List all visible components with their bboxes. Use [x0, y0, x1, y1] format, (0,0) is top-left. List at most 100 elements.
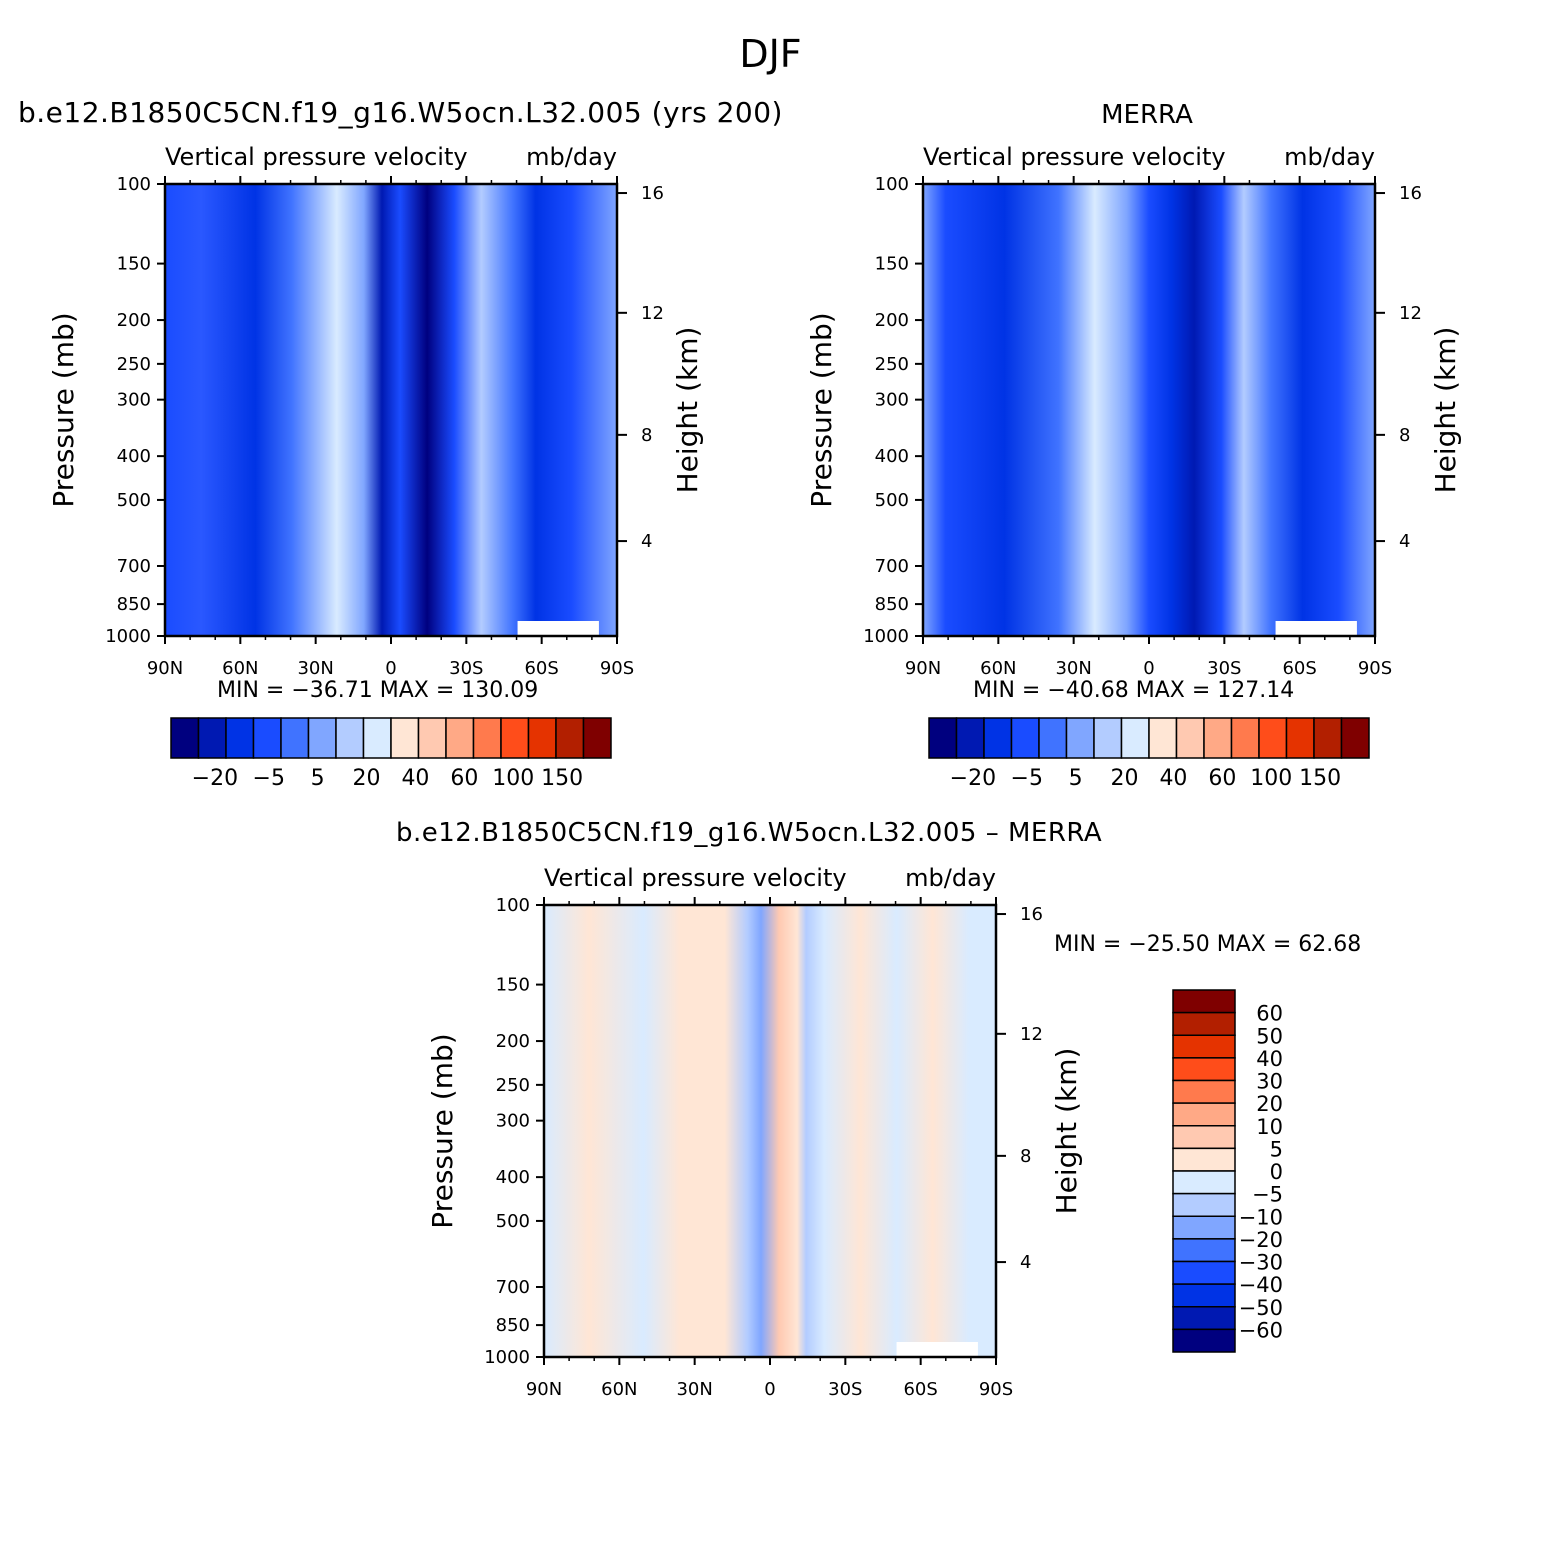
y-tick-label: 150 [875, 254, 909, 275]
y-tick-label: 200 [117, 310, 151, 331]
colorbar-box [1172, 1079, 1236, 1104]
colorbar-box [1172, 1057, 1236, 1082]
y-tick-label: 250 [875, 354, 909, 375]
x-tick-label: 30N [1055, 658, 1091, 679]
x-tick-label: 90N [905, 658, 941, 679]
y-tick-label: 200 [496, 1031, 530, 1052]
y2-axis-title: Height (km) [1050, 1048, 1083, 1215]
colorbar-box [225, 717, 255, 759]
colorbar-box [197, 717, 227, 759]
colorbar-label: 5 [1069, 766, 1083, 791]
colorbar-box [1172, 1260, 1236, 1285]
colorbar-box [1285, 717, 1315, 759]
x-tick-label: 60S [1282, 658, 1316, 679]
colorbar-box [1258, 717, 1288, 759]
colorbar-box [1172, 1034, 1236, 1059]
contour-field [923, 184, 1375, 636]
colorbar-label: −50 [1239, 1296, 1283, 1320]
y-tick-label: 500 [496, 1211, 530, 1232]
y-tick-label: 150 [117, 254, 151, 275]
x-tick-label: 0 [764, 1379, 775, 1400]
colorbar-box [1172, 1102, 1236, 1127]
y-tick-label: 400 [875, 446, 909, 467]
colorbar-label: −30 [1239, 1251, 1283, 1275]
colorbar-label: 150 [1299, 766, 1341, 791]
y-tick-label: 850 [117, 594, 151, 615]
colorbar-label: 30 [1256, 1070, 1283, 1094]
colorbar: −20 −5 5 20 40 60 100 150 [170, 717, 612, 791]
y-axis-title: Pressure (mb) [426, 1033, 459, 1228]
colorbar-box [1172, 1283, 1236, 1308]
colorbar-box [445, 717, 475, 759]
colorbar-box [1172, 1170, 1236, 1195]
x-tick-label: 30N [297, 658, 333, 679]
y-tick-label: 300 [496, 1111, 530, 1132]
colorbar-box [335, 717, 365, 759]
subtitle-variable: Vertical pressure velocity [165, 143, 468, 171]
season-title: DJF [739, 32, 802, 76]
y2-tick-label: 8 [1399, 425, 1410, 446]
y-tick-label: 400 [496, 1167, 530, 1188]
colorbar-box [1172, 1215, 1236, 1240]
colorbar-box [417, 717, 447, 759]
colorbar-box [1172, 1306, 1236, 1331]
colorbar-box [1340, 717, 1370, 759]
colorbar-label: 40 [1159, 766, 1187, 791]
min-max-stats: MIN = −36.71 MAX = 130.09 [217, 678, 538, 703]
colorbar-label: −20 [192, 766, 238, 791]
y2-tick-label: 4 [1020, 1252, 1031, 1273]
y2-tick-label: 4 [641, 531, 652, 552]
colorbar: −20 −5 5 20 40 60 100 150 [928, 717, 1370, 791]
colorbar-box [1172, 1328, 1236, 1353]
colorbar-label: 150 [541, 766, 583, 791]
y2-axis-title: Height (km) [1429, 327, 1462, 494]
y-tick-label: 100 [496, 895, 530, 916]
y2-tick-label: 16 [1020, 904, 1043, 925]
y-tick-label: 200 [875, 310, 909, 331]
x-tick-label: 60S [903, 1379, 937, 1400]
y-tick-label: 850 [875, 594, 909, 615]
colorbar-label: 40 [401, 766, 429, 791]
colorbar-label: 100 [492, 766, 534, 791]
obs-panel-title: MERRA [1101, 100, 1193, 130]
y-tick-label: 100 [117, 174, 151, 195]
colorbar-box [1172, 1238, 1236, 1263]
x-tick-label: 30S [1207, 658, 1241, 679]
missing-data-mask [1275, 621, 1357, 636]
y-tick-label: 700 [496, 1277, 530, 1298]
colorbar-box [1093, 717, 1123, 759]
x-tick-label: 90N [526, 1379, 562, 1400]
y2-tick-label: 4 [1399, 531, 1410, 552]
colorbar-label: −20 [1239, 1228, 1283, 1252]
colorbar-box [555, 717, 585, 759]
x-tick-label: 60N [980, 658, 1016, 679]
colorbar-label: 5 [311, 766, 325, 791]
panel-difference: Vertical pressure velocity mb/day 90N 60N 30… [426, 864, 1361, 1400]
colorbar-label: 10 [1256, 1115, 1283, 1139]
colorbar-label: −20 [950, 766, 996, 791]
x-tick-label: 30N [676, 1379, 712, 1400]
y2-tick-label: 8 [641, 425, 652, 446]
y-tick-label: 500 [875, 490, 909, 511]
colorbar-label: 50 [1256, 1024, 1283, 1048]
subtitle-units: mb/day [1284, 143, 1375, 171]
y2-axis-title: Height (km) [671, 327, 704, 494]
y-tick-label: 250 [117, 354, 151, 375]
panel-model: Vertical pressure velocity mb/day 90N 60N 30… [47, 143, 704, 791]
colorbar-box [1172, 1192, 1236, 1217]
x-tick-label: 0 [1143, 658, 1154, 679]
colorbar-box [1172, 989, 1236, 1014]
x-tick-label: 30S [449, 658, 483, 679]
y-tick-label: 1000 [484, 1347, 530, 1368]
y2-tick-label: 16 [641, 183, 664, 204]
colorbar-label: 20 [1256, 1092, 1283, 1116]
min-max-stats: MIN = −25.50 MAX = 62.68 [1054, 932, 1361, 957]
colorbar-box [362, 717, 392, 759]
y2-tick-label: 12 [1399, 303, 1422, 324]
colorbar-box [500, 717, 530, 759]
model-panel-title: b.e12.B1850C5CN.f19_g16.W5ocn.L32.005 (y… [18, 96, 783, 129]
contour-field [544, 905, 996, 1357]
colorbar-label: 5 [1270, 1137, 1283, 1161]
